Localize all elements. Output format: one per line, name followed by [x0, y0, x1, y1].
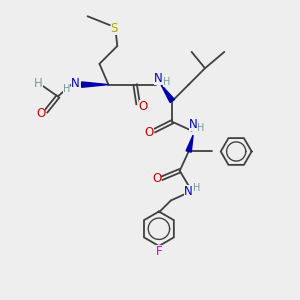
- Polygon shape: [82, 82, 108, 87]
- Text: O: O: [36, 107, 45, 120]
- Text: O: O: [145, 126, 154, 139]
- Text: H: H: [193, 183, 201, 193]
- Text: F: F: [156, 244, 162, 258]
- Text: O: O: [139, 100, 148, 113]
- Text: N: N: [189, 118, 197, 130]
- Text: H: H: [197, 123, 205, 133]
- Text: H: H: [34, 76, 43, 90]
- Polygon shape: [161, 85, 175, 103]
- Text: H: H: [163, 77, 170, 87]
- Text: H: H: [63, 84, 70, 94]
- Text: N: N: [184, 184, 193, 197]
- Text: S: S: [111, 22, 118, 34]
- Text: N: N: [154, 72, 163, 85]
- Text: N: N: [71, 76, 80, 90]
- Polygon shape: [186, 135, 193, 152]
- Text: O: O: [152, 172, 161, 185]
